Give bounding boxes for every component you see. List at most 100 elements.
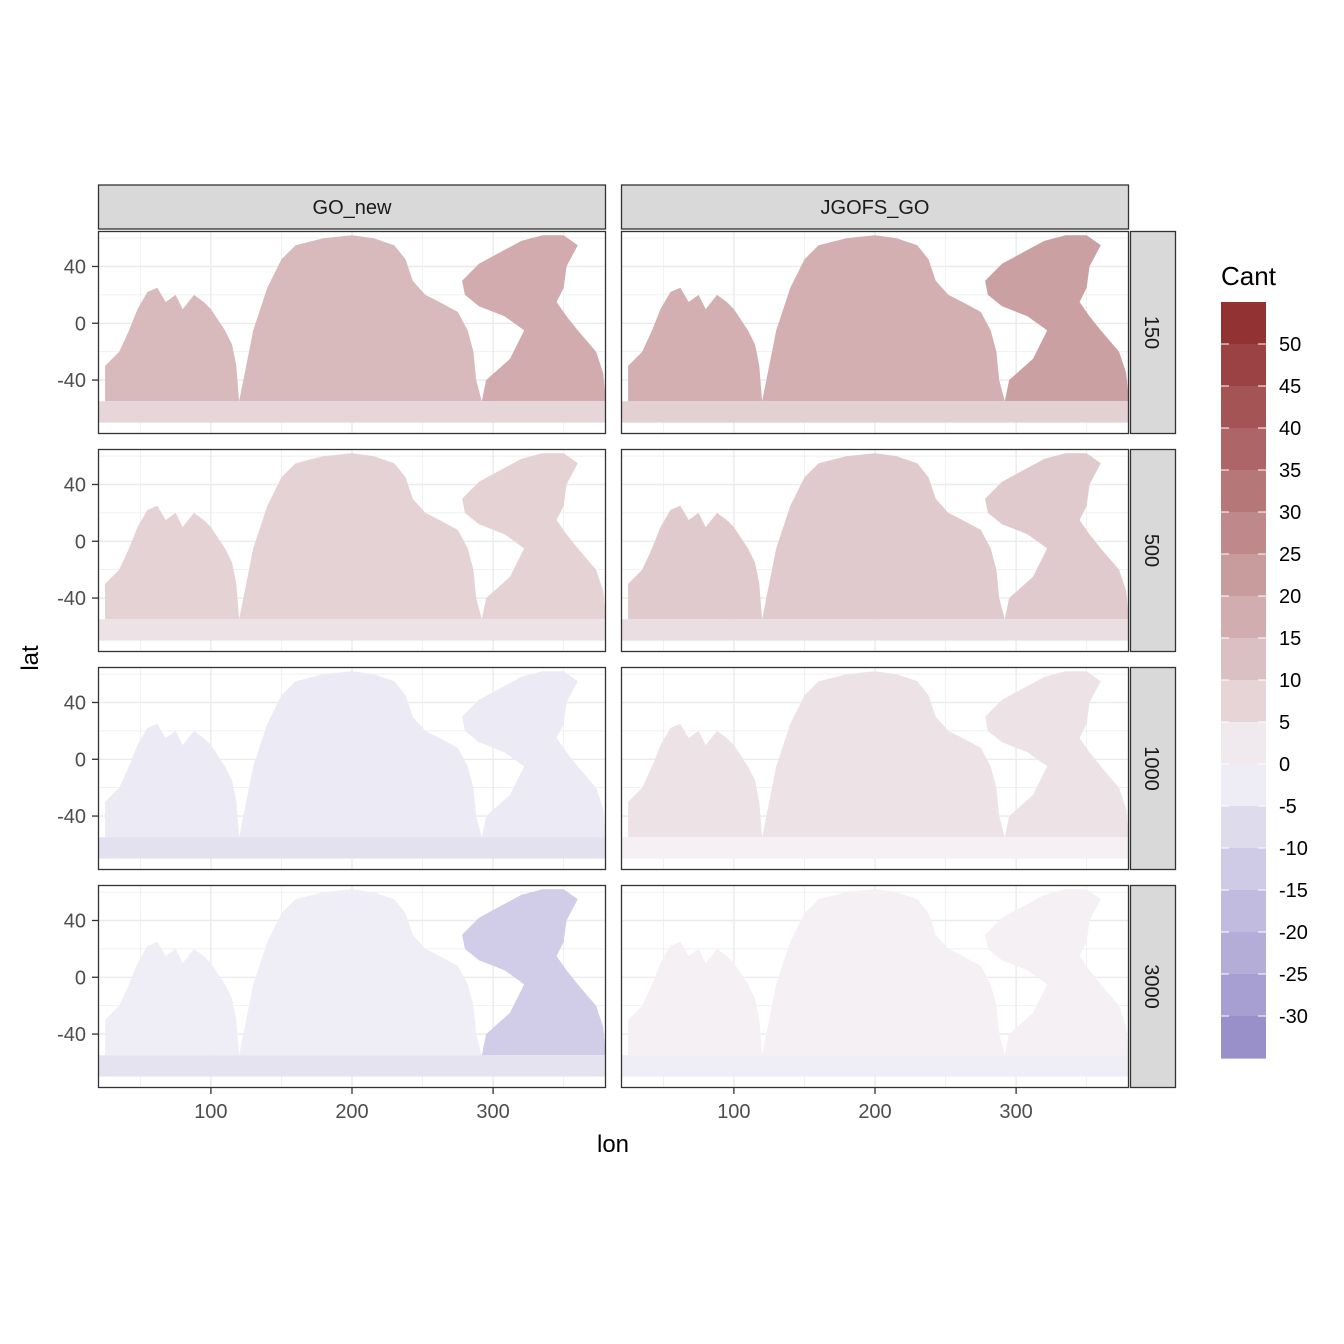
ocean-pacific (239, 889, 482, 1056)
x-tick-label: 200 (335, 1101, 368, 1123)
strip-GO_new: GO_new (97, 184, 607, 230)
panel-border (97, 448, 607, 653)
ocean-fields (98, 235, 606, 423)
panel-GO_new-150 (97, 230, 607, 435)
strip-background (1129, 666, 1177, 871)
ocean-indian (628, 941, 763, 1056)
y-tick-label: -40 (57, 1024, 86, 1046)
strip-label: JGOFS_GO (821, 197, 930, 219)
ocean-fields (621, 235, 1129, 423)
panel-border (97, 666, 607, 871)
panel-border (620, 230, 1130, 435)
panel-GO_new-3000 (97, 884, 607, 1089)
legend-label: -20 (1279, 922, 1308, 944)
y-tick-label: -40 (57, 806, 86, 828)
strip-background (1129, 448, 1177, 653)
strip-depth-3000: 3000 (1129, 884, 1177, 1089)
legend-color-step (1221, 386, 1266, 429)
strip-JGOFS_GO: JGOFS_GO (620, 184, 1130, 230)
ocean-southern (98, 619, 606, 641)
strip-depth-150: 150 (1129, 230, 1177, 435)
y-tick-label: 40 (64, 910, 86, 932)
legend-label: 15 (1279, 628, 1301, 650)
ocean-fields (98, 453, 606, 641)
legend-label: 0 (1279, 754, 1290, 776)
strip-background (97, 184, 607, 230)
ocean-indian (628, 723, 763, 838)
y-tick-label: 0 (75, 967, 86, 989)
legend-title: Cant (1221, 261, 1277, 291)
strip-depth-1000: 1000 (1129, 666, 1177, 871)
panel-JGOFS_GO-1000 (620, 666, 1130, 871)
legend-label: -10 (1279, 838, 1308, 860)
legend-color-step (1221, 512, 1266, 555)
ocean-fields (621, 889, 1129, 1077)
ocean-atlantic (985, 453, 1129, 620)
panel-border (97, 884, 607, 1089)
ocean-indian (105, 505, 240, 620)
ocean-fields (621, 453, 1129, 641)
ocean-southern (98, 401, 606, 423)
y-tick-label: 0 (75, 531, 86, 553)
panel-border (97, 230, 607, 435)
axes: 40 0 -40 40 0 -40 40 0 -40 40 0 -40 100 200 300 100 200 3… (57, 256, 1033, 1123)
facet-panels (97, 230, 1130, 1089)
strip-label: GO_new (313, 197, 392, 219)
ocean-fields (98, 889, 606, 1077)
row-strips: 150 500 1000 3000 (1129, 230, 1177, 1089)
x-tick-label: 300 (999, 1101, 1032, 1123)
legend-label: -30 (1279, 1006, 1308, 1028)
legend-label: 30 (1279, 502, 1301, 524)
y-tick-label: 0 (75, 749, 86, 771)
legend-label: 40 (1279, 418, 1301, 440)
ocean-pacific (762, 235, 1005, 402)
ocean-indian (105, 941, 240, 1056)
strip-background (1129, 230, 1177, 435)
legend-color-step (1221, 848, 1266, 891)
panel-border (620, 884, 1130, 1089)
y-tick-label: -40 (57, 588, 86, 610)
legend-color-step (1221, 638, 1266, 681)
legend-label: 45 (1279, 376, 1301, 398)
ocean-atlantic (462, 453, 606, 620)
legend-colorbar (1221, 302, 1266, 1059)
strip-label: 500 (1140, 534, 1162, 567)
panel-JGOFS_GO-3000 (620, 884, 1130, 1089)
ocean-indian (628, 287, 763, 402)
legend-color-step (1221, 680, 1266, 723)
ocean-southern (98, 1055, 606, 1077)
strip-label: 3000 (1140, 964, 1162, 1009)
y-tick-label: 40 (64, 474, 86, 496)
ocean-atlantic (985, 889, 1129, 1056)
legend-color-step (1221, 722, 1266, 765)
panel-GO_new-500 (97, 448, 607, 653)
x-tick-label: 100 (194, 1101, 227, 1123)
ocean-indian (105, 287, 240, 402)
ocean-fields (621, 671, 1129, 859)
legend-color-step (1221, 470, 1266, 513)
y-tick-label: 40 (64, 256, 86, 278)
legend-label: 5 (1279, 712, 1290, 734)
ocean-southern (98, 837, 606, 859)
x-axis-title: lon (597, 1131, 629, 1158)
strip-background (620, 184, 1130, 230)
ocean-pacific (239, 671, 482, 838)
y-tick-label: -40 (57, 370, 86, 392)
ocean-atlantic (462, 671, 606, 838)
legend-color-step (1221, 428, 1266, 471)
column-strips: GO_new JGOFS_GO (97, 184, 1130, 230)
ocean-pacific (762, 889, 1005, 1056)
legend-color-step (1221, 344, 1266, 387)
legend-color-step (1221, 974, 1266, 1017)
ocean-pacific (239, 235, 482, 402)
legend-color-step (1221, 302, 1266, 345)
ocean-atlantic (462, 235, 606, 402)
panel-border (620, 666, 1130, 871)
legend-color-step (1221, 890, 1266, 933)
legend-label: -25 (1279, 964, 1308, 986)
ocean-southern (621, 401, 1129, 423)
legend-color-step (1221, 932, 1266, 975)
ocean-fields (98, 671, 606, 859)
